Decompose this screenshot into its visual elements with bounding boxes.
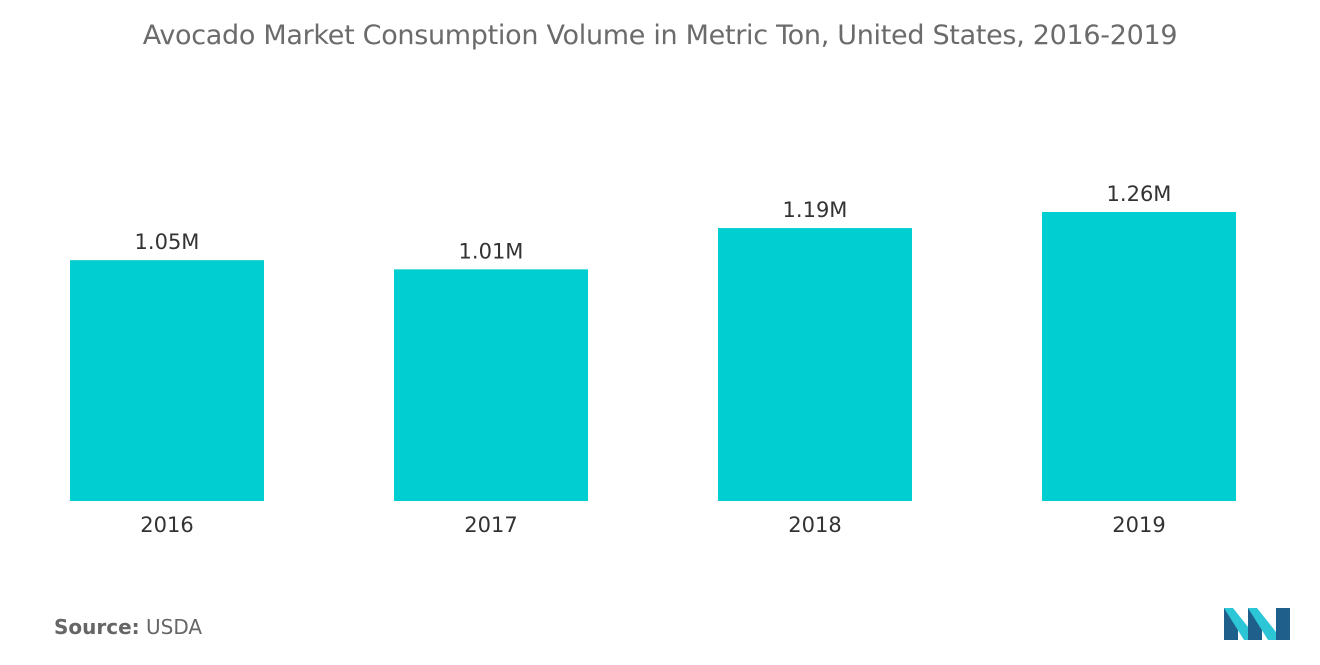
data-label-2019: 1.26M <box>1107 182 1172 206</box>
x-tick-label-2018: 2018 <box>788 513 841 537</box>
data-label-2016: 1.05M <box>135 230 200 254</box>
x-tick-label-2016: 2016 <box>140 513 193 537</box>
source-note: Source: USDA <box>54 615 202 639</box>
source-label: Source: <box>54 615 140 639</box>
chart-title: Avocado Market Consumption Volume in Met… <box>142 20 1178 51</box>
x-tick-label-2017: 2017 <box>464 513 517 537</box>
bar-2018 <box>718 228 912 502</box>
mordor-intelligence-logo-icon <box>1224 608 1290 640</box>
bar-2019 <box>1042 212 1236 501</box>
bar-2016 <box>70 260 264 501</box>
source-value: USDA <box>146 615 203 639</box>
bar-2017 <box>394 269 588 501</box>
x-tick-label-2019: 2019 <box>1112 513 1165 537</box>
data-label-2017: 1.01M <box>459 239 524 263</box>
data-label-2018: 1.19M <box>783 198 848 222</box>
